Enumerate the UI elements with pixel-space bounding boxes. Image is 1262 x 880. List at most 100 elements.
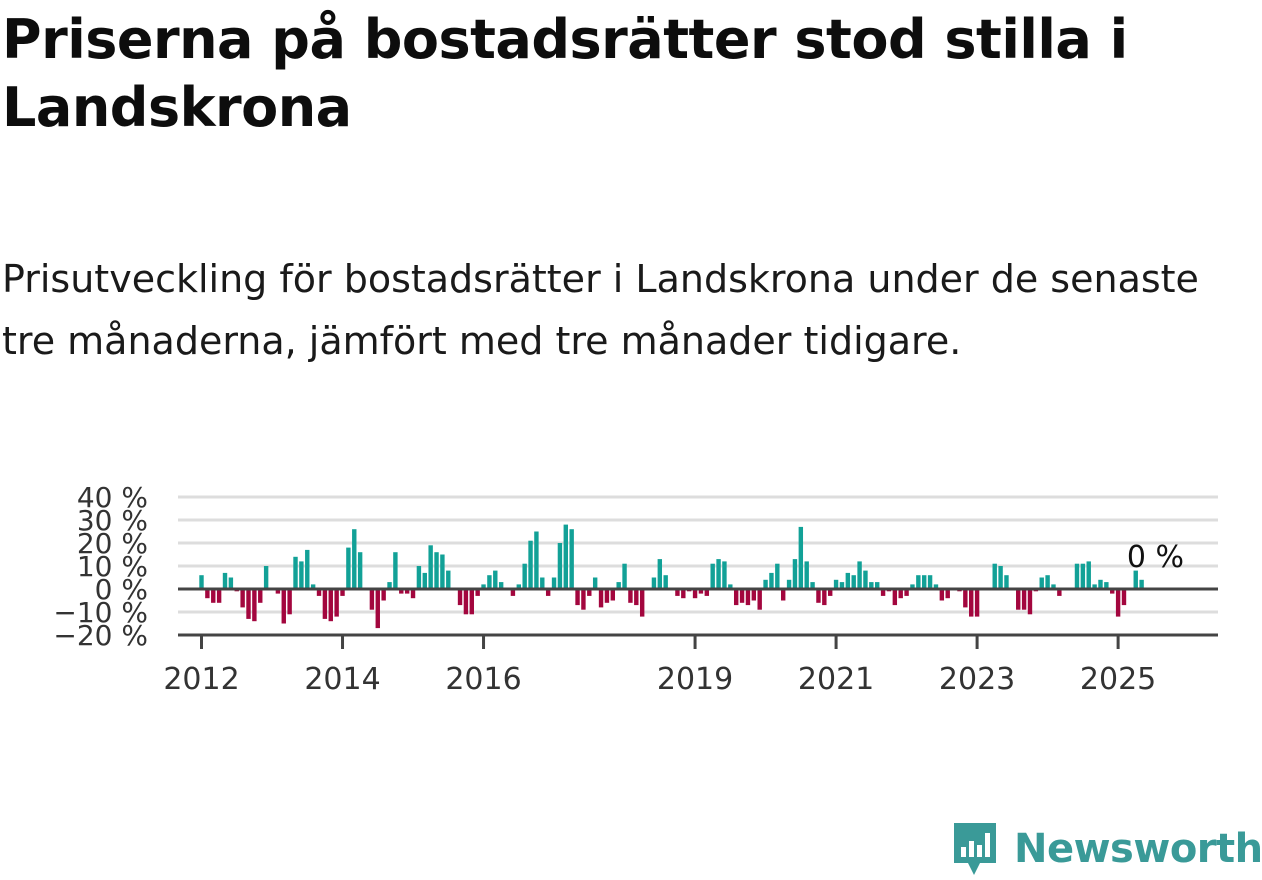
bar [1074, 563, 1080, 589]
bar [228, 577, 234, 589]
bar [581, 589, 586, 610]
bar [275, 589, 281, 594]
bar [457, 589, 463, 606]
bar [516, 584, 521, 589]
bar [974, 589, 980, 617]
bar [681, 589, 686, 599]
bar [481, 584, 486, 589]
bar [804, 561, 809, 589]
bar [822, 589, 827, 606]
bar [927, 575, 933, 589]
bar [534, 531, 539, 589]
y-tick-label: 40 % [77, 481, 148, 514]
bar [263, 566, 269, 589]
bar [393, 552, 398, 589]
bar [422, 572, 427, 589]
bar [945, 589, 950, 599]
bar [810, 582, 815, 589]
bar [710, 563, 715, 589]
y-axis-labels: 40 %30 %20 %10 %0 %−10 %−20 % [53, 481, 148, 652]
bar [446, 570, 451, 589]
bar [839, 582, 845, 589]
x-tick-label: 2023 [939, 662, 1015, 697]
bar [569, 529, 574, 589]
bar [775, 563, 780, 589]
bar [733, 589, 739, 606]
bar [863, 570, 868, 589]
bar [769, 572, 774, 589]
bar [381, 589, 386, 601]
y-tick-label: 0 % [95, 573, 148, 606]
bar [1133, 570, 1138, 589]
bar [763, 579, 768, 589]
bar [716, 559, 721, 589]
bar [510, 589, 516, 596]
bar [475, 589, 480, 596]
bar [916, 575, 921, 589]
bar [463, 589, 469, 615]
chart-subtitle: Prisutveckling för bostadsrätter i Lands… [2, 257, 1199, 363]
bar [933, 584, 939, 589]
bar [780, 589, 786, 601]
bar [722, 561, 727, 589]
bar [246, 589, 251, 619]
y-tick-label: 10 % [77, 550, 148, 583]
bar [322, 589, 328, 619]
bar [1021, 589, 1027, 610]
bar [440, 554, 445, 589]
bar [622, 563, 627, 589]
bar [404, 589, 410, 594]
annotations: 0 % [1127, 540, 1184, 575]
bar [604, 589, 610, 603]
bar [598, 589, 604, 608]
bar [869, 582, 874, 589]
x-tick-label: 2019 [657, 662, 733, 697]
bar [663, 575, 668, 589]
bar [498, 582, 504, 589]
x-tick-label: 2014 [304, 662, 380, 697]
bar [828, 589, 833, 596]
bar [857, 561, 862, 589]
bar [657, 559, 663, 589]
bar [898, 589, 903, 599]
bar [610, 589, 616, 601]
bar [205, 589, 210, 599]
bar [910, 584, 915, 589]
bar [816, 589, 821, 603]
bar [1104, 582, 1109, 589]
bar [287, 589, 292, 615]
bar [434, 552, 439, 589]
bar [1139, 579, 1144, 589]
bar [892, 589, 898, 606]
bar [1080, 563, 1086, 589]
bar [211, 589, 216, 603]
bar [751, 589, 757, 601]
bar [293, 556, 298, 589]
bar [998, 566, 1003, 589]
bar [1027, 589, 1033, 615]
bar [675, 589, 680, 596]
bar [792, 559, 798, 589]
bar [1110, 589, 1115, 594]
bar [845, 572, 851, 589]
bar [1039, 577, 1044, 589]
bar [1092, 584, 1097, 589]
newsworthy-logo-text: Newsworthy [1014, 826, 1262, 872]
y-tick-label: 30 % [77, 504, 148, 537]
bar [634, 589, 639, 606]
bar [551, 577, 557, 589]
bar [416, 566, 422, 589]
bar [375, 589, 380, 629]
bars [199, 524, 1144, 629]
bar [258, 589, 263, 603]
bar [1086, 561, 1091, 589]
chart-title: Priserna på bostadsrätter stod stilla i … [2, 8, 1128, 139]
bar [328, 589, 333, 622]
bar [352, 529, 357, 589]
x-tick-label: 2016 [445, 662, 521, 697]
bar [545, 589, 551, 596]
bar [745, 589, 751, 606]
bar [698, 589, 704, 594]
x-tick-label: 2021 [798, 662, 874, 697]
bar [357, 552, 363, 589]
